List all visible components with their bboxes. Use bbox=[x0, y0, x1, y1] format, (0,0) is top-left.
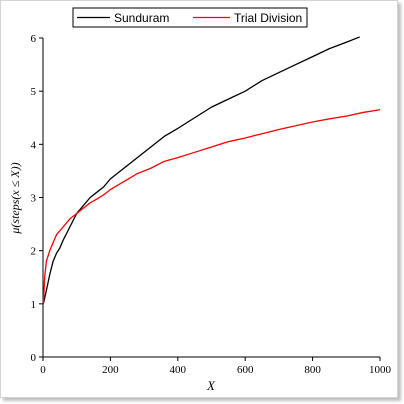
legend: Sunduram Trial Division bbox=[72, 7, 308, 28]
legend-label-sunduram: Sunduram bbox=[114, 11, 169, 25]
y-tick-label: 4 bbox=[31, 139, 37, 151]
x-tick-label: 200 bbox=[102, 364, 119, 376]
y-axis-label: μ(steps(x ≤ X)) bbox=[8, 162, 22, 234]
x-tick-label: 600 bbox=[237, 364, 254, 376]
y-tick-label: 6 bbox=[31, 33, 37, 45]
axes bbox=[42, 38, 380, 358]
y-tick-label: 5 bbox=[31, 86, 37, 98]
legend-box bbox=[72, 7, 308, 28]
y-tick-label: 1 bbox=[31, 299, 37, 311]
x-tick-label: 0 bbox=[40, 364, 46, 376]
x-tick-label: 800 bbox=[304, 364, 321, 376]
y-tick-label: 0 bbox=[31, 352, 37, 364]
x-axis-label: X bbox=[206, 378, 216, 393]
chart-frame bbox=[0, 0, 398, 398]
y-tick-label: 3 bbox=[31, 193, 37, 205]
series-layer bbox=[42, 36, 381, 304]
axis-ticks: 0 200 400 600 800 1000 0 1 2 3 4 5 6 bbox=[31, 33, 392, 376]
series-line-trial-division bbox=[42, 109, 381, 304]
series-line-sunduram bbox=[42, 36, 361, 304]
legend-label-trial-division: Trial Division bbox=[234, 11, 302, 25]
x-tick-label: 400 bbox=[170, 364, 187, 376]
y-tick-label: 2 bbox=[31, 246, 37, 258]
x-tick-label: 1000 bbox=[369, 364, 392, 376]
